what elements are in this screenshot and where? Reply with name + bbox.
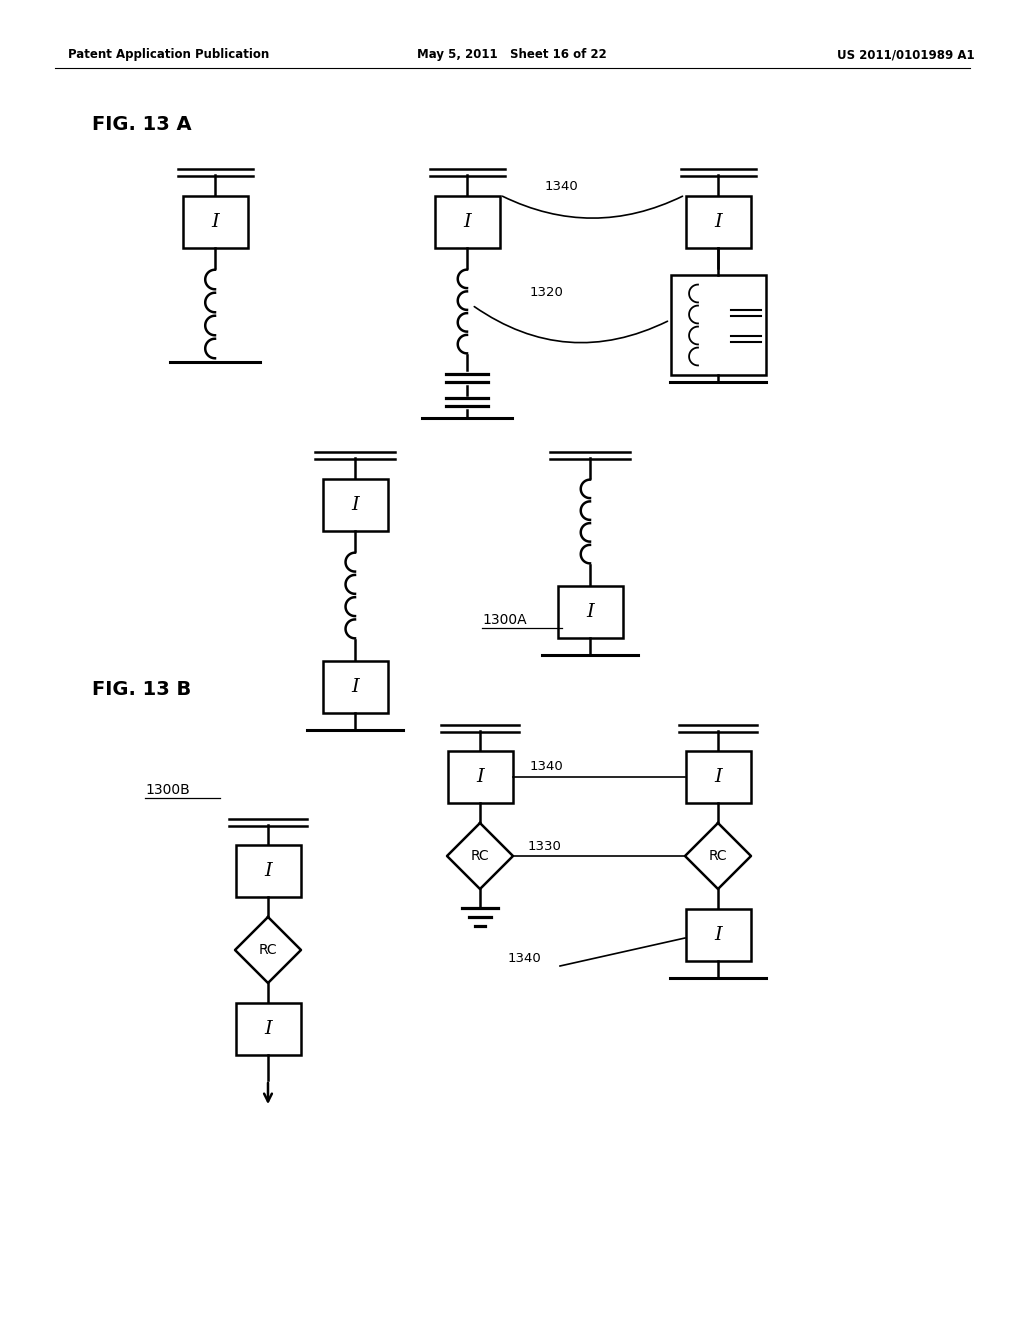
Text: 1300B: 1300B	[145, 783, 189, 797]
Bar	[236, 1003, 300, 1055]
Bar	[685, 751, 751, 803]
Text: I: I	[714, 213, 722, 231]
Bar	[671, 275, 766, 375]
Text: Patent Application Publication: Patent Application Publication	[68, 48, 269, 61]
Bar	[323, 661, 387, 713]
Bar	[685, 909, 751, 961]
Bar	[182, 195, 248, 248]
Text: I: I	[264, 1020, 272, 1038]
Text: I: I	[586, 603, 594, 620]
Bar	[323, 479, 387, 531]
Text: 1300A: 1300A	[482, 612, 526, 627]
Text: 1340: 1340	[508, 952, 542, 965]
Text: RC: RC	[471, 849, 489, 863]
Text: FIG. 13 B: FIG. 13 B	[92, 680, 191, 700]
Text: FIG. 13 A: FIG. 13 A	[92, 115, 191, 135]
Text: I: I	[211, 213, 219, 231]
Text: I: I	[714, 927, 722, 944]
Text: US 2011/0101989 A1: US 2011/0101989 A1	[838, 48, 975, 61]
Polygon shape	[447, 822, 513, 888]
Text: I: I	[351, 678, 358, 696]
Text: I: I	[463, 213, 471, 231]
Text: RC: RC	[709, 849, 727, 863]
Text: I: I	[714, 768, 722, 785]
Polygon shape	[685, 822, 751, 888]
Bar	[685, 195, 751, 248]
Bar	[557, 586, 623, 638]
Bar	[236, 845, 300, 898]
Text: I: I	[351, 496, 358, 513]
Text: I: I	[264, 862, 272, 880]
Bar	[434, 195, 500, 248]
Text: 1320: 1320	[530, 285, 564, 298]
Bar	[447, 751, 512, 803]
Text: 1340: 1340	[545, 180, 579, 193]
Text: May 5, 2011   Sheet 16 of 22: May 5, 2011 Sheet 16 of 22	[417, 48, 607, 61]
Text: RC: RC	[259, 942, 278, 957]
Text: I: I	[476, 768, 484, 785]
Text: 1330: 1330	[528, 840, 562, 853]
Text: 1340: 1340	[530, 759, 564, 772]
Polygon shape	[234, 917, 301, 983]
